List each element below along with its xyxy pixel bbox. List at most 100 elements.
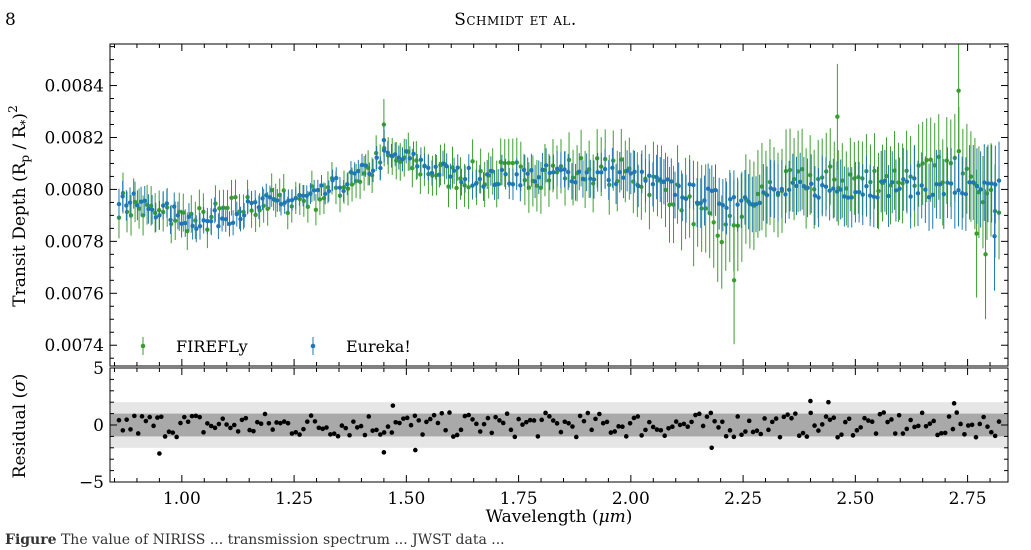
eureka-point — [672, 171, 678, 219]
residual-point — [758, 431, 764, 437]
firefly-point — [562, 151, 568, 206]
eureka-point — [341, 180, 346, 202]
residual-point — [873, 431, 879, 436]
eureka-point — [786, 160, 792, 219]
eureka-point — [219, 205, 225, 232]
residual-point — [650, 424, 656, 430]
eureka-point — [510, 168, 516, 200]
eureka-point — [624, 150, 630, 192]
firefly-point — [767, 139, 773, 226]
residual-point — [247, 427, 252, 433]
eureka-point — [448, 163, 453, 190]
eureka-point — [971, 145, 976, 220]
firefly-point — [550, 139, 556, 193]
eureka-point — [525, 157, 530, 190]
residual-point — [558, 429, 564, 435]
residual-point — [420, 432, 425, 437]
top-y-tick-labels: 0.0074 0.0076 0.0078 0.0080 0.0082 0.0084 — [45, 77, 104, 357]
residual-point — [881, 410, 887, 415]
residual-point — [431, 412, 437, 418]
residual-point — [120, 428, 126, 433]
eureka-point — [308, 183, 313, 205]
firefly-point — [607, 154, 612, 215]
top-y-tick-label: 0.0084 — [45, 77, 104, 97]
eureka-point — [613, 163, 619, 205]
residual-point — [535, 434, 541, 439]
firefly-point — [373, 135, 379, 171]
residual-point — [623, 434, 629, 439]
eureka-point — [300, 184, 306, 207]
eureka-point — [588, 159, 593, 198]
residual-point — [827, 417, 833, 423]
firefly-point — [317, 183, 323, 216]
residual-point — [735, 414, 740, 419]
legend-label-eureka: Eureka! — [346, 337, 411, 356]
residual-point — [839, 432, 844, 437]
eureka-point — [823, 156, 829, 217]
residual-point — [727, 428, 733, 433]
residual-point — [270, 427, 275, 432]
eureka-point — [591, 160, 597, 199]
residual-point — [889, 417, 894, 422]
eureka-point — [374, 146, 379, 170]
residual-point — [620, 424, 625, 429]
residual-point — [424, 419, 429, 425]
firefly-point — [414, 141, 419, 180]
eureka-point — [562, 151, 567, 188]
residual-point — [900, 431, 906, 436]
eureka-point — [794, 156, 799, 216]
eureka-point — [577, 153, 582, 191]
residual-point — [647, 419, 652, 425]
residual-point — [155, 415, 160, 420]
residual-point — [823, 414, 829, 419]
eureka-point — [853, 161, 858, 223]
residual-point — [716, 425, 721, 430]
residual-point — [274, 420, 279, 425]
residual-point — [754, 428, 760, 434]
residual-point — [258, 421, 264, 427]
residual-point — [401, 416, 406, 421]
eureka-point — [275, 189, 280, 212]
residual-point — [454, 432, 460, 438]
eureka-point — [599, 152, 604, 192]
residual-outlier-point — [709, 445, 714, 451]
eureka-point — [963, 157, 969, 231]
residual-point — [854, 428, 860, 433]
residual-point — [189, 413, 195, 419]
bottom-y-tick-label: 0 — [93, 416, 104, 436]
eureka-point — [812, 166, 818, 226]
eureka-point — [669, 158, 674, 205]
residual-point — [739, 432, 744, 438]
residual-point — [427, 416, 433, 422]
residual-point — [539, 417, 545, 423]
residual-outlier-point — [808, 398, 813, 404]
residual-point — [404, 415, 410, 421]
residual-point — [312, 419, 318, 424]
page-number: 8 — [5, 10, 16, 30]
firefly-point — [237, 193, 242, 230]
eureka-point — [860, 164, 865, 226]
residual-point — [385, 424, 391, 429]
residual-point — [339, 423, 345, 428]
eureka-point — [956, 153, 961, 227]
eureka-point — [967, 145, 972, 220]
residual-point — [996, 419, 1002, 424]
residual-point — [916, 423, 921, 429]
residual-point — [474, 421, 479, 427]
x-tick-label: 1.00 — [163, 489, 201, 509]
residual-point — [819, 422, 825, 427]
residual-point — [850, 433, 856, 438]
residual-point — [942, 430, 948, 436]
eureka-point — [451, 157, 457, 184]
residual-point — [908, 417, 913, 423]
eureka-point — [245, 189, 251, 214]
eureka-point — [554, 151, 560, 187]
residual-point — [677, 422, 683, 428]
firefly-point — [856, 140, 861, 214]
residual-point — [143, 418, 149, 424]
residual-point — [969, 422, 975, 428]
firefly-point — [213, 185, 218, 222]
series-firefly — [116, 44, 1002, 345]
residual-point — [585, 410, 591, 416]
x-tick-label: 1.25 — [275, 489, 313, 509]
